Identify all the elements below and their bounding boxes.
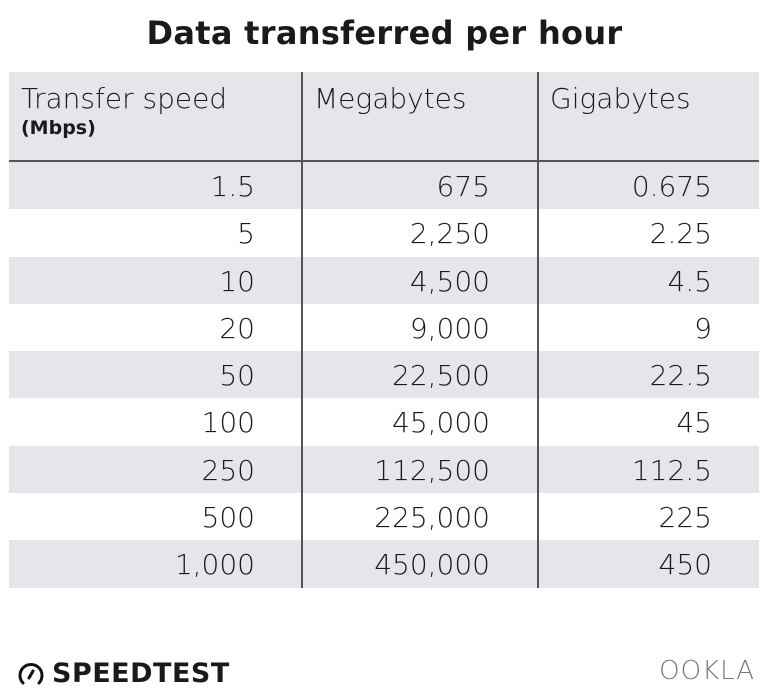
data-table: Transfer speed (Mbps) Megabytes Gigabytes… — [9, 72, 759, 588]
megabytes-cell: 225,000 — [374, 501, 490, 535]
speed-cell: 250 — [201, 453, 255, 487]
megabytes-cell: 45,000 — [392, 406, 490, 440]
table-header: Transfer speed (Mbps) Megabytes Gigabytes — [9, 72, 759, 162]
gigabytes-cell: 225 — [658, 501, 712, 535]
chart-title: Data transferred per hour — [146, 14, 623, 52]
speed-cell: 1,000 — [174, 548, 255, 582]
megabytes-cell: 675 — [436, 170, 490, 203]
table-row: 500 225,000 225 — [9, 493, 759, 540]
megabytes-cell: 22,500 — [392, 359, 490, 393]
gigabytes-cell: 0.675 — [631, 170, 712, 203]
speedtest-wordmark: SPEEDTEST — [52, 658, 230, 689]
column-header-gigabytes: Gigabytes — [550, 82, 691, 115]
gigabytes-cell: 9 — [694, 311, 712, 345]
gigabytes-cell: 450 — [658, 548, 712, 582]
megabytes-cell: 2,250 — [409, 217, 490, 251]
table-row: 50 22,500 22.5 — [9, 351, 759, 399]
speed-cell: 50 — [219, 359, 255, 393]
table-row: 100 45,000 45 — [9, 398, 759, 445]
megabytes-cell: 9,000 — [409, 311, 490, 345]
gigabytes-cell: 22.5 — [649, 359, 712, 393]
table-row: 20 9,000 9 — [9, 304, 759, 351]
gigabytes-cell: 45 — [676, 406, 712, 440]
gigabytes-cell: 112.5 — [631, 453, 712, 487]
speed-cell: 10 — [219, 264, 255, 298]
table-row: 1,000 450,000 450 — [9, 540, 759, 588]
gigabytes-cell: 4.5 — [667, 264, 712, 298]
table-row: 1.5 675 0.675 — [9, 162, 759, 210]
gigabytes-cell: 2.25 — [649, 217, 712, 251]
speedometer-icon — [18, 662, 44, 684]
table-row: 5 2,250 2.25 — [9, 209, 759, 256]
column-divider — [537, 72, 539, 588]
megabytes-cell: 4,500 — [409, 264, 490, 298]
column-divider — [301, 72, 303, 588]
speed-cell: 500 — [201, 501, 255, 535]
speed-cell: 1.5 — [210, 170, 255, 203]
megabytes-cell: 112,500 — [374, 453, 490, 487]
speed-cell: 5 — [237, 217, 255, 251]
ookla-logo: OOKLA — [659, 656, 755, 686]
megabytes-cell: 450,000 — [374, 548, 490, 582]
speedtest-logo: SPEEDTEST — [18, 658, 230, 689]
column-header-megabytes: Megabytes — [314, 82, 467, 115]
table-row: 10 4,500 4.5 — [9, 256, 759, 304]
column-header-speed: Transfer speed (Mbps) — [21, 82, 228, 139]
speed-cell: 100 — [201, 406, 255, 440]
speed-cell: 20 — [219, 311, 255, 345]
table-row: 250 112,500 112.5 — [9, 445, 759, 494]
